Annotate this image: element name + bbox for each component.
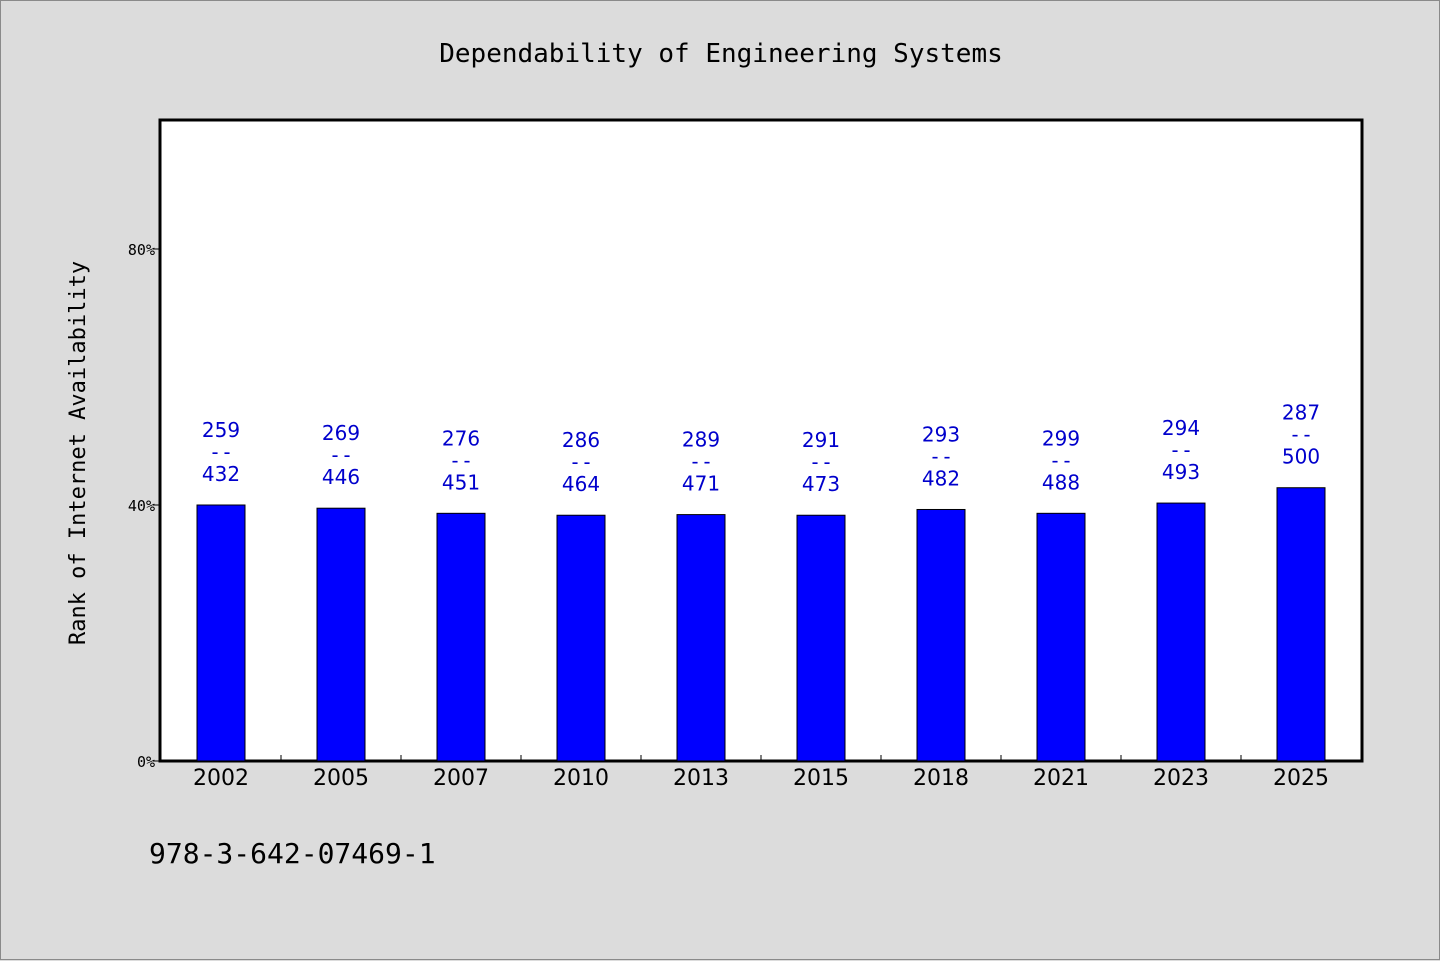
x-tick-label: 2002 — [193, 766, 249, 791]
bar-annotation-top: 294 — [1162, 416, 1200, 440]
bar-annotation-separator: -- — [209, 440, 233, 464]
bar-annotation-separator: -- — [809, 450, 833, 474]
bar-annotation-bottom: 482 — [922, 466, 960, 490]
bar-annotation-top: 286 — [562, 428, 600, 452]
x-tick-label: 2021 — [1033, 766, 1089, 791]
x-tick-label: 2025 — [1273, 766, 1329, 791]
bar-annotation-bottom: 464 — [562, 472, 600, 496]
bar-annotation-separator: -- — [329, 443, 353, 467]
bars-layer — [196, 487, 1326, 762]
labels-layer: 2002259--4322005269--4462007276--4512010… — [128, 241, 1329, 791]
x-tick-label: 2018 — [913, 766, 969, 791]
bar-annotation-separator: -- — [1049, 448, 1073, 472]
bar-annotation-bottom: 471 — [682, 472, 720, 496]
bar — [1156, 502, 1206, 762]
bar — [316, 507, 366, 762]
bar — [436, 512, 486, 762]
bar-annotation-bottom: 500 — [1282, 445, 1320, 469]
bar-annotation-top: 289 — [682, 428, 720, 452]
chart-title: Dependability of Engineering Systems — [439, 39, 1003, 69]
x-tick-label: 2013 — [673, 766, 729, 791]
ticks-layer — [153, 248, 1242, 762]
bar-annotation-top: 291 — [802, 428, 840, 452]
x-tick-label: 2007 — [433, 766, 489, 791]
bar-annotation-separator: -- — [569, 450, 593, 474]
bar-annotation-bottom: 488 — [1042, 470, 1080, 494]
bar-annotation-top: 287 — [1282, 401, 1320, 425]
bar-annotation-bottom: 473 — [802, 472, 840, 496]
x-tick-label: 2010 — [553, 766, 609, 791]
bar-annotation-bottom: 493 — [1162, 460, 1200, 484]
bar-annotation-bottom: 446 — [322, 465, 360, 489]
bar-annotation-separator: -- — [1289, 423, 1313, 447]
x-tick-label: 2005 — [313, 766, 369, 791]
y-tick-label: 40% — [128, 497, 155, 515]
bar — [796, 514, 846, 762]
bar — [556, 514, 606, 762]
x-tick-label: 2023 — [1153, 766, 1209, 791]
bar-annotation-top: 276 — [442, 426, 480, 450]
bar-annotation-separator: -- — [449, 448, 473, 472]
bar — [1276, 487, 1326, 762]
bar-annotation-top: 293 — [922, 422, 960, 446]
y-tick-label: 80% — [128, 241, 155, 259]
bar-annotation-separator: -- — [689, 450, 713, 474]
bar-annotation-bottom: 432 — [202, 462, 240, 486]
bar-annotation-bottom: 451 — [442, 470, 480, 494]
bar — [916, 508, 966, 762]
bar-annotation-separator: -- — [1169, 438, 1193, 462]
y-axis-label: Rank of Internet Availability — [66, 261, 91, 645]
y-tick-label: 0% — [137, 753, 155, 771]
bar — [1036, 512, 1086, 762]
footer-code: 978-3-642-07469-1 — [149, 837, 436, 870]
bar — [196, 504, 246, 762]
bar — [676, 514, 726, 762]
bar-annotation-top: 299 — [1042, 426, 1080, 450]
bar-annotation-top: 269 — [322, 421, 360, 445]
x-tick-label: 2015 — [793, 766, 849, 791]
bar-annotation-separator: -- — [929, 444, 953, 468]
bar-annotation-top: 259 — [202, 418, 240, 442]
